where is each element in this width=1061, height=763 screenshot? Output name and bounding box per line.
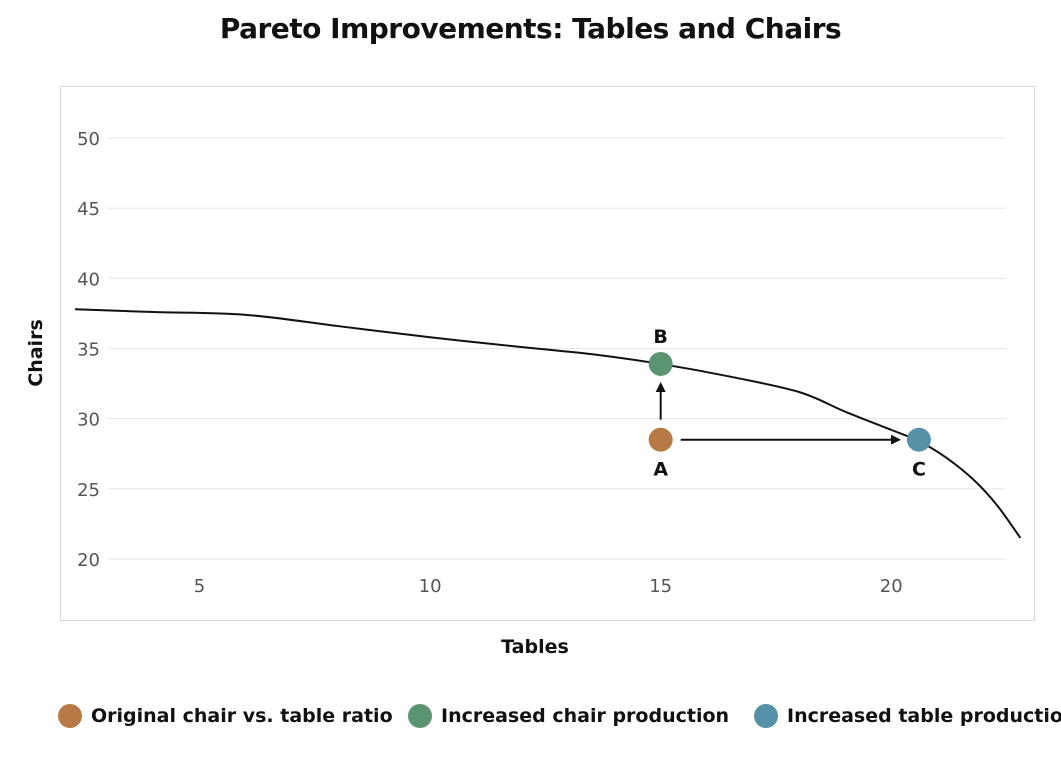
legend-swatch xyxy=(408,704,432,728)
point-label-C: C xyxy=(912,459,926,481)
legend-item: Original chair vs. table ratio xyxy=(58,700,393,732)
point-label-A: A xyxy=(653,459,668,481)
x-tick-label: 20 xyxy=(880,576,903,597)
y-axis-label: Chairs xyxy=(25,319,47,386)
arrows xyxy=(655,381,901,445)
legend-swatch xyxy=(754,704,778,728)
legend-item: Increased table production xyxy=(754,700,1061,732)
x-axis-label: Tables xyxy=(501,636,569,658)
y-tick-label: 30 xyxy=(77,410,100,431)
legend: Original chair vs. table ratio Increased … xyxy=(0,700,1061,732)
y-tick-label: 20 xyxy=(77,550,100,571)
y-tick-label: 45 xyxy=(77,199,100,220)
legend-label: Increased chair production xyxy=(441,705,730,727)
point-label-B: B xyxy=(653,326,667,348)
x-tick-label: 5 xyxy=(194,576,205,597)
frontier-curve xyxy=(74,308,1022,539)
x-tick-label: 15 xyxy=(649,576,672,597)
data-points: A B C xyxy=(648,326,931,481)
chart-title: Pareto Improvements: Tables and Chairs xyxy=(219,12,842,45)
plot-area xyxy=(60,86,1035,621)
y-tick-label: 25 xyxy=(77,480,100,501)
legend-swatch xyxy=(58,704,82,728)
gridlines xyxy=(108,137,1006,560)
y-tick-label: 35 xyxy=(77,340,100,361)
x-axis-ticks: 5 10 15 20 xyxy=(194,576,903,597)
legend-label: Increased table production xyxy=(787,705,1061,727)
x-tick-label: 10 xyxy=(419,576,442,597)
point-C xyxy=(906,427,931,452)
y-tick-label: 40 xyxy=(77,269,100,290)
y-tick-label: 50 xyxy=(77,129,100,150)
point-B xyxy=(648,351,673,376)
point-A xyxy=(648,427,673,452)
legend-item: Increased chair production xyxy=(408,700,729,732)
y-axis-ticks: 20 25 30 35 40 45 50 xyxy=(77,129,100,571)
chart-canvas: 20 25 30 35 40 45 50 5 10 15 20 A B C Chairs Tables xyxy=(25,129,1022,658)
legend-label: Original chair vs. table ratio xyxy=(91,705,393,727)
